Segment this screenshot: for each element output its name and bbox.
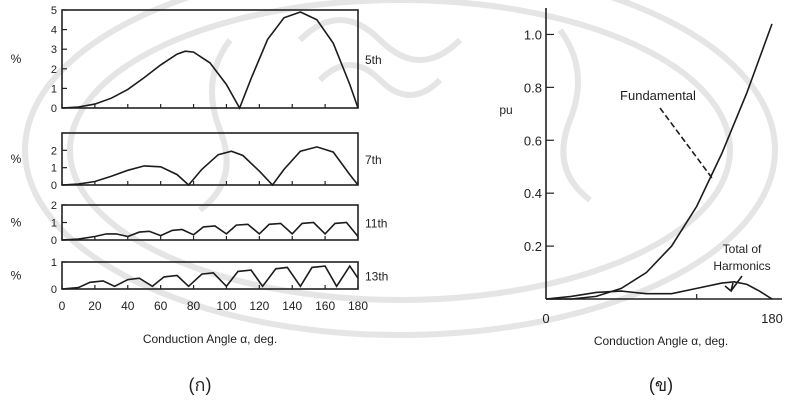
series-line-13th bbox=[61, 264, 359, 290]
legend-label-fundamental: Fundamental bbox=[620, 88, 696, 103]
y-tick-label-5th-0: 0 bbox=[51, 103, 57, 115]
x-tick-label-20: 20 bbox=[88, 299, 102, 313]
series-line-11th bbox=[61, 221, 359, 241]
x-tick-label-40: 40 bbox=[121, 299, 135, 313]
annotation-arrowhead-total bbox=[724, 282, 734, 293]
y-axis-label-7th: % bbox=[11, 152, 22, 166]
x-tick-label-right-180: 180 bbox=[761, 311, 783, 326]
series-line-5th bbox=[61, 11, 359, 110]
y-axis-label-right: pu bbox=[499, 103, 512, 117]
y-axis-label-13th: % bbox=[11, 269, 22, 283]
y-tick-label-7th-0: 0 bbox=[51, 180, 57, 192]
x-tick-label-0: 0 bbox=[59, 299, 66, 313]
y-tick-label-right-0.6: 0.6 bbox=[524, 133, 542, 148]
x-tick-label-60: 60 bbox=[154, 299, 168, 313]
legend-label-total-line2: Harmonics bbox=[713, 259, 770, 273]
x-tick-label-right-0: 0 bbox=[542, 311, 549, 326]
harmonic-label-11th: 11th bbox=[365, 217, 387, 231]
y-tick-label-7th-2: 2 bbox=[51, 145, 57, 157]
panel-label-left: (ก) bbox=[189, 375, 212, 395]
x-tick-label-160: 160 bbox=[315, 299, 335, 313]
subplot-frame-7th bbox=[61, 132, 359, 186]
y-tick-label-11th-2: 2 bbox=[51, 200, 57, 212]
series-line-7th bbox=[61, 146, 359, 187]
x-axis-label-right: Conduction Angle α, deg. bbox=[594, 334, 728, 348]
harmonic-label-5th: 5th bbox=[365, 53, 382, 67]
x-axis-label-left: Conduction Angle α, deg. bbox=[143, 332, 277, 346]
x-tick-label-120: 120 bbox=[249, 299, 269, 313]
y-tick-label-right-1.0: 1.0 bbox=[524, 27, 542, 42]
y-axis-label-11th: % bbox=[11, 216, 22, 230]
harmonic-label-7th: 7th bbox=[365, 153, 382, 167]
y-tick-label-5th-3: 3 bbox=[51, 44, 57, 56]
y-tick-label-11th-1: 1 bbox=[51, 218, 57, 230]
harmonic-label-13th: 13th bbox=[365, 270, 388, 284]
x-tick-label-180: 180 bbox=[348, 299, 368, 313]
y-tick-label-right-0.2: 0.2 bbox=[524, 239, 542, 254]
subplot-frame-5th bbox=[61, 9, 359, 109]
subplot-frame-13th bbox=[61, 261, 359, 290]
x-tick-label-140: 140 bbox=[282, 299, 302, 313]
series-line-fundamental bbox=[546, 23, 773, 300]
y-tick-label-5th-2: 2 bbox=[51, 64, 57, 76]
watermark-seal bbox=[22, 0, 778, 338]
y-tick-label-right-0.4: 0.4 bbox=[524, 186, 542, 201]
x-tick-label-80: 80 bbox=[187, 299, 201, 313]
y-tick-label-7th-1: 1 bbox=[51, 163, 57, 175]
y-tick-label-5th-1: 1 bbox=[51, 83, 57, 95]
y-axis-label-5th: % bbox=[11, 52, 22, 66]
y-tick-label-13th-0: 0 bbox=[51, 284, 57, 296]
legend-label-total-line1: Total of bbox=[723, 242, 762, 256]
y-tick-label-13th-1: 1 bbox=[51, 257, 57, 269]
y-tick-label-5th-4: 4 bbox=[51, 25, 57, 37]
y-tick-label-11th-0: 0 bbox=[51, 235, 57, 247]
series-line-total-harmonics bbox=[545, 280, 773, 300]
y-tick-label-5th-5: 5 bbox=[51, 5, 57, 17]
annotation-arrow-total bbox=[730, 275, 743, 292]
y-tick-label-right-0.8: 0.8 bbox=[524, 80, 542, 95]
left-panel-harmonics: 0 1 2 3 4 5% 5th 0 1 2% 7th 0 1 2% 11th 0 1% 13th 0 20 40 60 8… bbox=[11, 5, 389, 395]
right-panel-fundamental: 0.2 0.4 0.6 0.8 1.0 0 180 pu Fundamental Total of… bbox=[499, 8, 783, 395]
annotation-leader-fundamental bbox=[659, 107, 713, 179]
x-tick-label-100: 100 bbox=[216, 299, 236, 313]
panel-label-right: (ข) bbox=[649, 375, 673, 395]
